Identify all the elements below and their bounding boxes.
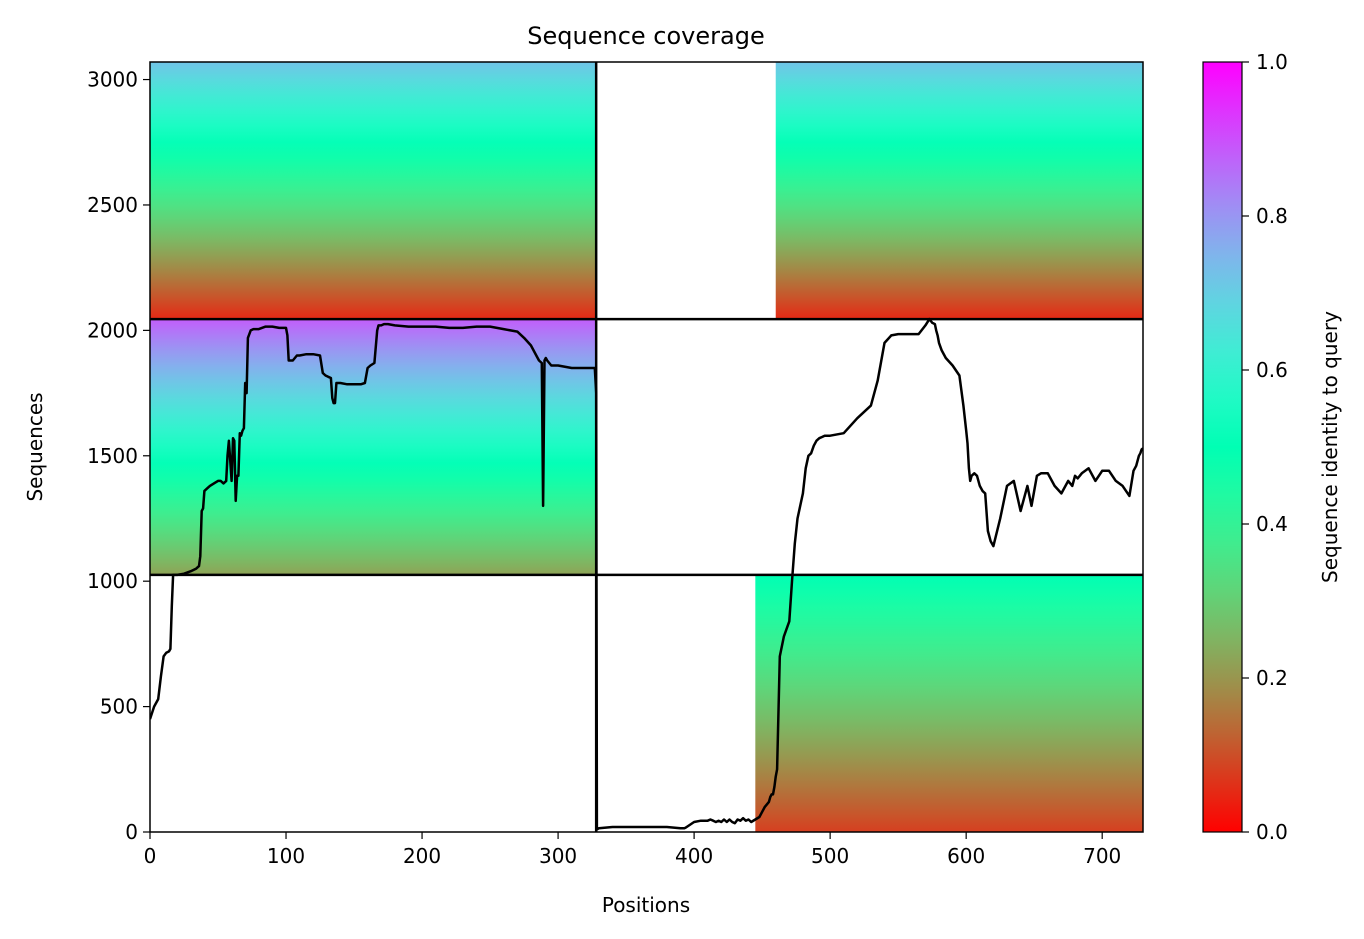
- y-tick-label: 2500: [87, 193, 138, 217]
- colorbar-tick-label: 1.0: [1256, 50, 1288, 74]
- x-axis: 0 100 200 300 400 500 600 700: [144, 832, 1121, 868]
- x-tick-label: 0: [144, 844, 157, 868]
- colorbar-tick-label: 0.4: [1256, 512, 1288, 536]
- y-tick-label: 500: [100, 695, 138, 719]
- x-tick-label: 600: [947, 844, 985, 868]
- chart-title: Sequence coverage: [527, 22, 764, 50]
- colorbar-tick-label: 0.8: [1256, 204, 1288, 228]
- colorbar-frame: [1202, 61, 1243, 833]
- x-tick-label: 200: [403, 844, 441, 868]
- plot-area: [150, 62, 1143, 832]
- colorbar-gradient: [1203, 62, 1242, 832]
- y-tick-label: 0: [125, 820, 138, 844]
- colorbar-tick-label: 0.6: [1256, 358, 1288, 382]
- colorbar: 0.0 0.2 0.4 0.6 0.8 1.0 Sequence identity to …: [1202, 50, 1342, 844]
- x-tick-label: 100: [267, 844, 305, 868]
- y-tick-label: 1000: [87, 569, 138, 593]
- colorbar-tick-label: 0.2: [1256, 666, 1288, 690]
- y-tick-label: 1500: [87, 444, 138, 468]
- x-tick-label: 400: [675, 844, 713, 868]
- colorbar-label: Sequence identity to query: [1318, 311, 1342, 583]
- y-axis: 0 500 1000 1500 2000 2500 3000: [87, 68, 150, 844]
- plot-frame: [149, 61, 1144, 833]
- x-tick-label: 300: [539, 844, 577, 868]
- coverage-gaps: [596, 62, 776, 320]
- colorbar-ticks: 0.0 0.2 0.4 0.6 0.8 1.0: [1242, 50, 1288, 844]
- y-tick-label: 3000: [87, 68, 138, 92]
- y-axis-label: Sequences: [23, 392, 47, 501]
- x-axis-label: Positions: [602, 893, 690, 917]
- coverage-gap: [596, 62, 776, 320]
- colorbar-tick-label: 0.0: [1256, 820, 1288, 844]
- coverage-line: [150, 317, 1143, 831]
- coverage-block: [755, 574, 1143, 832]
- coverage-block: [150, 319, 597, 575]
- y-tick-label: 2000: [87, 318, 138, 342]
- x-tick-label: 700: [1083, 844, 1121, 868]
- x-tick-label: 500: [811, 844, 849, 868]
